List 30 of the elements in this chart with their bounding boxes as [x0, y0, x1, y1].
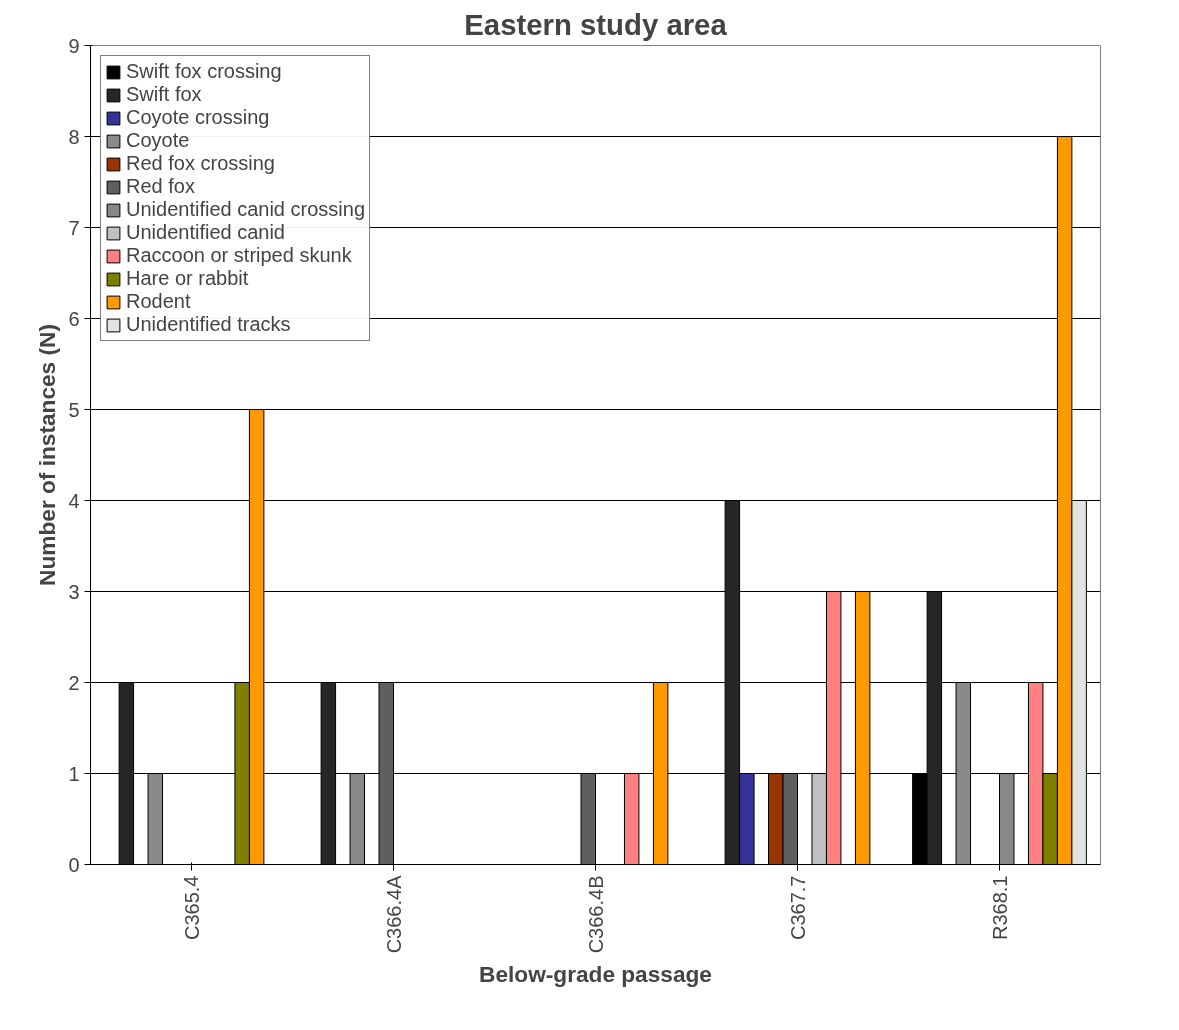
legend-label: Rodent: [126, 290, 191, 313]
legend-label: Red fox: [126, 175, 195, 198]
x-tick-label: C367.7: [786, 875, 809, 940]
x-tick-label: C365.4: [180, 875, 203, 940]
legend-label: Coyote: [126, 129, 190, 152]
legend-label: Unidentified canid: [126, 221, 285, 244]
x-tick-label: C366.4B: [584, 875, 607, 954]
y-tick-label: 9: [68, 34, 80, 57]
legend-label: Raccoon or striped skunk: [126, 244, 352, 267]
y-tick-label: 0: [68, 853, 80, 876]
legend-label: Swift fox: [126, 83, 202, 106]
legend-label: Red fox crossing: [126, 152, 275, 175]
legend-label: Unidentified canid crossing: [126, 198, 366, 221]
legend-label: Unidentified tracks: [126, 313, 291, 336]
y-tick-label: 5: [68, 398, 80, 421]
y-tick-label: 6: [68, 307, 80, 330]
y-tick-label: 1: [68, 762, 80, 785]
legend-label: Coyote crossing: [126, 106, 270, 129]
y-tick-label: 8: [68, 125, 80, 148]
y-tick-label: 7: [68, 216, 80, 239]
y-axis-title: Number of instances (N): [34, 324, 61, 586]
chart-title: Eastern study area: [464, 7, 728, 41]
x-tick-label: R368.1: [988, 875, 1011, 940]
x-axis-title: Below-grade passage: [479, 961, 712, 988]
y-tick-label: 4: [68, 489, 80, 512]
y-tick-label: 2: [68, 671, 80, 694]
legend-label: Hare or rabbit: [126, 267, 249, 290]
legend-label: Swift fox crossing: [126, 60, 282, 83]
y-tick-label: 3: [68, 580, 80, 603]
x-tick-label: C366.4A: [382, 874, 405, 954]
